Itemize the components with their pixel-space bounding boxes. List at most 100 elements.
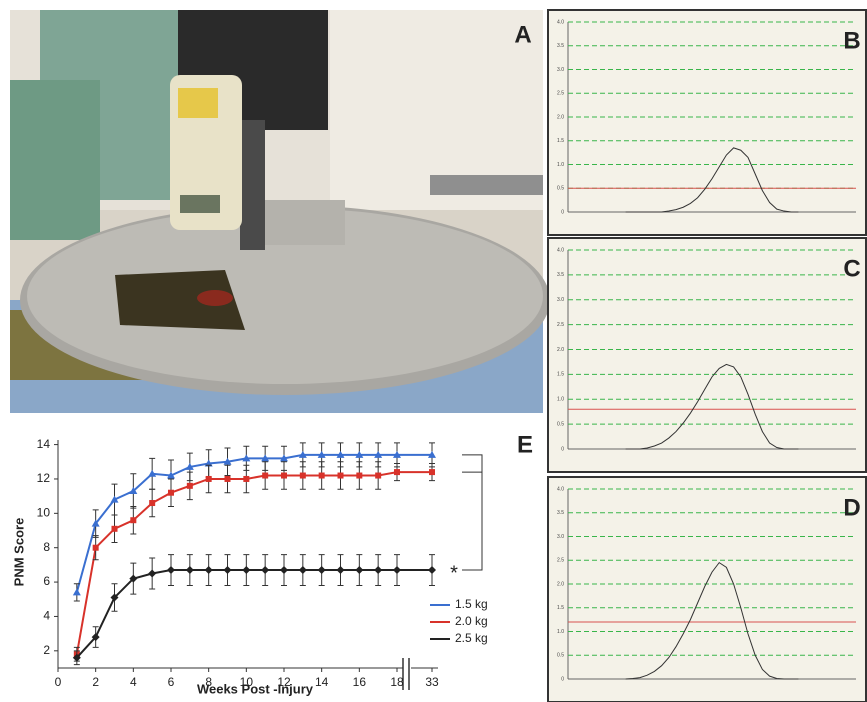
data-point [428, 450, 436, 458]
y-tick-label: 2.0 [557, 347, 564, 353]
y-tick-label: 2.0 [557, 581, 564, 587]
y-tick-label: 3.0 [557, 297, 564, 303]
y-tick-label: 6 [43, 574, 50, 588]
data-point [149, 500, 156, 507]
y-tick-label: 1.5 [557, 372, 564, 378]
data-point [242, 566, 251, 575]
data-point [337, 472, 344, 479]
y-tick-label: 2.5 [557, 558, 564, 564]
data-point [168, 489, 174, 496]
data-point [261, 566, 270, 575]
data-point [92, 544, 99, 551]
panel-label: D [843, 494, 860, 521]
data-point [429, 469, 435, 476]
data-point [299, 472, 306, 479]
data-point [223, 566, 232, 575]
data-point [110, 593, 119, 602]
panel-label: E [517, 431, 533, 458]
data-point [148, 569, 157, 578]
y-tick-label: 0 [561, 676, 564, 682]
data-point [110, 495, 119, 503]
data-point [393, 566, 401, 575]
data-point [298, 566, 307, 575]
data-point [111, 525, 118, 532]
data-point [281, 472, 287, 479]
panel-label: A [514, 21, 531, 48]
x-tick-label: 14 [315, 675, 329, 689]
y-tick-label: 10 [37, 506, 51, 520]
y-tick-label: 1.5 [557, 605, 564, 611]
panel-label: C [843, 255, 860, 282]
y-tick-label: 1.5 [557, 138, 564, 144]
y-tick-label: 4.0 [557, 247, 564, 253]
data-point [223, 457, 232, 465]
force-trace [625, 147, 799, 213]
y-tick-label: 0.5 [557, 186, 564, 192]
y-tick-label: 3.5 [557, 510, 564, 516]
data-point [280, 454, 288, 462]
y-tick-label: 1.0 [557, 397, 564, 403]
data-point [393, 450, 401, 458]
data-line [76, 569, 432, 659]
y-tick-label: 0.5 [557, 421, 564, 427]
data-point [374, 566, 383, 575]
force-trace [625, 561, 799, 680]
trace-frame [547, 237, 867, 473]
y-tick-label: 4.0 [557, 19, 564, 25]
x-axis-label: Weeks Post -Injury [197, 681, 314, 696]
y-tick-label: 1.0 [557, 629, 564, 635]
x-tick-label: 0 [55, 675, 62, 689]
data-point [167, 566, 175, 575]
data-point [130, 517, 137, 524]
force-trace [625, 363, 799, 450]
data-point [91, 633, 100, 642]
legend-label: 2.0 kg [455, 614, 488, 628]
y-tick-label: 14 [37, 437, 51, 451]
data-point [185, 462, 194, 470]
x-tick-label: 33 [425, 675, 439, 689]
data-point [374, 450, 383, 458]
y-axis-label: PNM Score [11, 518, 26, 587]
data-point [72, 588, 81, 596]
y-tick-label: 3.5 [557, 43, 564, 49]
photo [10, 10, 550, 413]
data-point [242, 454, 251, 462]
data-point [336, 566, 345, 575]
data-point [318, 472, 325, 479]
legend-label: 2.5 kg [455, 631, 488, 645]
data-point [129, 486, 138, 494]
y-tick-label: 3.5 [557, 272, 564, 278]
annotation: * [450, 562, 458, 584]
y-tick-label: 4.0 [557, 486, 564, 492]
data-point [375, 472, 382, 479]
x-tick-label: 16 [353, 675, 367, 689]
y-tick-label: 4 [43, 609, 50, 623]
data-point [356, 472, 363, 479]
y-tick-label: 3.0 [557, 67, 564, 73]
trace-frame [547, 9, 867, 236]
data-point [280, 566, 288, 575]
data-line [75, 471, 432, 655]
legend-label: 1.5 kg [455, 597, 488, 611]
data-point [317, 566, 326, 575]
x-tick-label: 10 [240, 675, 254, 689]
y-tick-label: 3.0 [557, 534, 564, 540]
y-tick-label: 2 [43, 643, 50, 657]
y-tick-label: 2.0 [557, 114, 564, 120]
x-tick-label: 6 [168, 675, 175, 689]
y-tick-label: 2.5 [557, 91, 564, 97]
y-tick-label: 8 [43, 540, 50, 554]
data-point [72, 653, 81, 662]
data-point [204, 566, 213, 575]
data-point [394, 469, 400, 476]
trace-frame [547, 476, 867, 702]
x-tick-label: 12 [277, 675, 291, 689]
x-tick-label: 2 [92, 675, 99, 689]
data-point [355, 450, 364, 458]
data-point [167, 471, 175, 479]
data-point [148, 469, 157, 477]
data-point [298, 450, 307, 458]
data-point [317, 450, 326, 458]
y-tick-label: 0 [561, 209, 564, 215]
panel-label: B [843, 27, 860, 54]
